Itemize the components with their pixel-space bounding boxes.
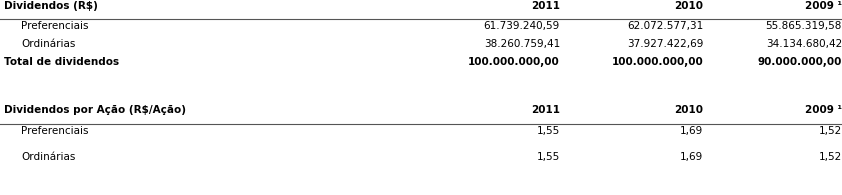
Text: 2009 ¹: 2009 ¹ — [805, 1, 842, 11]
Text: 34.134.680,42: 34.134.680,42 — [765, 39, 842, 49]
Text: 100.000.000,00: 100.000.000,00 — [611, 57, 703, 67]
Text: Total de dividendos: Total de dividendos — [4, 57, 120, 67]
Text: 2010: 2010 — [674, 1, 703, 11]
Text: 2011: 2011 — [531, 1, 560, 11]
Text: Preferenciais: Preferenciais — [21, 126, 88, 136]
Text: 38.260.759,41: 38.260.759,41 — [483, 39, 560, 49]
Text: 90.000.000,00: 90.000.000,00 — [758, 57, 842, 67]
Text: 1,55: 1,55 — [536, 126, 560, 136]
Text: Ordinárias: Ordinárias — [21, 152, 76, 162]
Text: 1,52: 1,52 — [818, 126, 842, 136]
Text: Dividendos (R$): Dividendos (R$) — [4, 1, 98, 11]
Text: 1,55: 1,55 — [536, 152, 560, 162]
Text: Dividendos por Ação (R$/Ação): Dividendos por Ação (R$/Ação) — [4, 105, 186, 115]
Text: Preferenciais: Preferenciais — [21, 21, 88, 31]
Text: 2011: 2011 — [531, 105, 560, 115]
Text: 1,69: 1,69 — [679, 126, 703, 136]
Text: 61.739.240,59: 61.739.240,59 — [483, 21, 560, 31]
Text: 37.927.422,69: 37.927.422,69 — [626, 39, 703, 49]
Text: 62.072.577,31: 62.072.577,31 — [626, 21, 703, 31]
Text: 2009 ¹: 2009 ¹ — [805, 105, 842, 115]
Text: 1,52: 1,52 — [818, 152, 842, 162]
Text: Ordinárias: Ordinárias — [21, 39, 76, 49]
Text: 55.865.319,58: 55.865.319,58 — [765, 21, 842, 31]
Text: 2010: 2010 — [674, 105, 703, 115]
Text: 1,69: 1,69 — [679, 152, 703, 162]
Text: 100.000.000,00: 100.000.000,00 — [468, 57, 560, 67]
